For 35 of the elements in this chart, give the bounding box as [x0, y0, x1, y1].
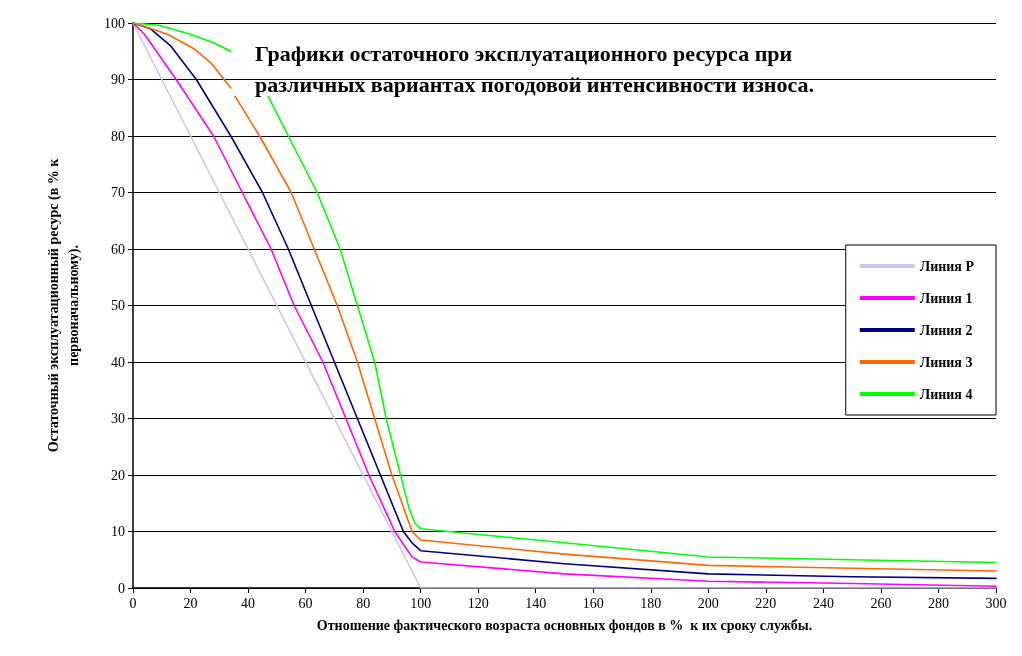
x-tick-label: 140	[525, 595, 547, 611]
y-tick-label: 40	[111, 354, 125, 370]
y-tick-label: 90	[111, 72, 125, 87]
x-tick-label: 240	[812, 595, 834, 611]
legend-label: Линия 3	[919, 354, 973, 370]
y-tick-label: 50	[111, 298, 125, 313]
legend-label: Линия 1	[919, 290, 973, 306]
y-axis-title: Остаточный эксплуатационный ресурс (в % к первоначальному).	[45, 157, 82, 453]
x-tick-label: 260	[870, 595, 892, 611]
y-tick-label: 60	[111, 241, 125, 257]
y-tick-label: 80	[111, 128, 125, 144]
x-tick-label: 60	[298, 595, 313, 611]
text: Графики остаточного эксплуатационного ресурса при различных вариантах погодовой интенсивности износа.	[255, 41, 814, 97]
x-tick-label: 200	[697, 595, 719, 611]
legend-label: Линия 4	[919, 386, 973, 402]
x-tick-label: 40	[241, 595, 256, 611]
y-tick-label: 100	[104, 15, 125, 31]
x-tick-label: 120	[467, 595, 489, 611]
x-tick-label: 180	[640, 595, 662, 611]
x-axis-title: Отношение фактического возраста основных фондов в % к их сроку службы.	[316, 617, 813, 633]
x-tick-label: 20	[183, 595, 198, 611]
y-tick-label: 30	[111, 411, 125, 426]
y-tick-label: 10	[111, 524, 125, 539]
legend-label: Линия 2	[919, 322, 973, 338]
x-tick-label: 300	[985, 595, 1007, 611]
y-tick-label: 20	[111, 467, 125, 483]
y-tick-label: 0	[118, 580, 125, 596]
y-tick-label: 70	[111, 185, 125, 200]
x-tick-label: 100	[410, 595, 432, 611]
legend-label: Линия P	[919, 258, 975, 274]
x-tick-label: 0	[129, 595, 137, 611]
x-tick-label: 280	[927, 595, 949, 611]
x-tick-label: 80	[356, 595, 371, 611]
x-tick-label: 160	[582, 595, 604, 611]
x-tick-label: 220	[755, 595, 777, 611]
